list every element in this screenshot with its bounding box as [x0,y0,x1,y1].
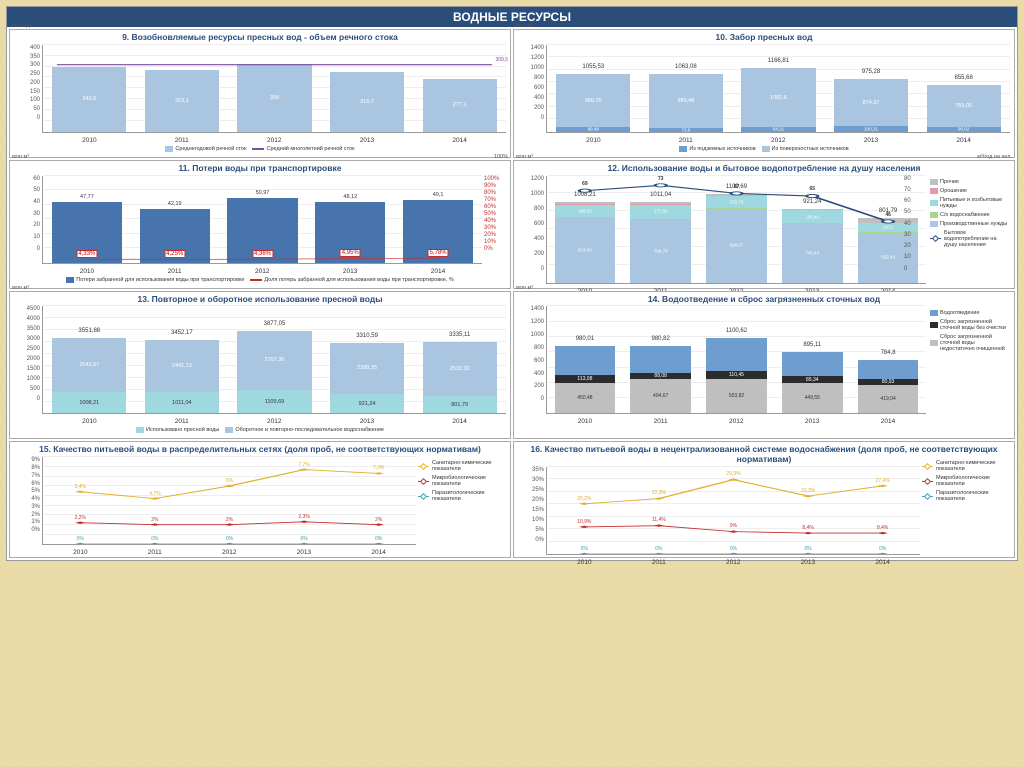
panel-9: 9. Возобновляемые ресурсы пресных вод - … [9,29,511,158]
title-10: 10. Забор пресных вод [518,33,1010,43]
panel-16: 16. Качество питьевой воды в нецентрализ… [513,441,1015,558]
page: ВОДНЫЕ РЕСУРСЫ 9. Возобновляемые ресурсы… [6,6,1018,561]
grid: 9. Возобновляемые ресурсы пресных вод - … [7,27,1017,560]
panel-11: 11. Потери воды при транспортировке млн … [9,160,511,289]
chart-13: 450040003500300025002000150010005000 355… [14,306,506,414]
panel-12: 12. Использование воды и бытовое водопот… [513,160,1015,289]
title-15: 15. Качество питьевой воды в распределит… [14,445,506,455]
panel-14: 14. Водоотведение и сброс загрязненных с… [513,291,1015,440]
title-13: 13. Повторное и оборотное использование … [14,295,506,305]
title-14: 14. Водоотведение и сброс загрязненных с… [518,295,1010,305]
panel-10: 10. Забор пресных вод млн м³ 14001200100… [513,29,1015,158]
title-11: 11. Потери воды при транспортировке [14,164,506,174]
panel-13: 13. Повторное и оборотное использование … [9,291,511,440]
chart-9: 400350300250200150100500 342,6323,135831… [14,45,506,133]
panel-15: 15. Качество питьевой воды в распределит… [9,441,511,558]
title-12: 12. Использование воды и бытовое водопот… [518,164,1010,174]
chart-10: 1400120010008006004002000 1055,53966,058… [518,45,1010,133]
page-header: ВОДНЫЕ РЕСУРСЫ [7,7,1017,27]
chart-11: 6050403020100 47,7742,1950,9748,1249,14,… [14,176,506,264]
title-9: 9. Возобновляемые ресурсы пресных вод - … [14,33,506,43]
